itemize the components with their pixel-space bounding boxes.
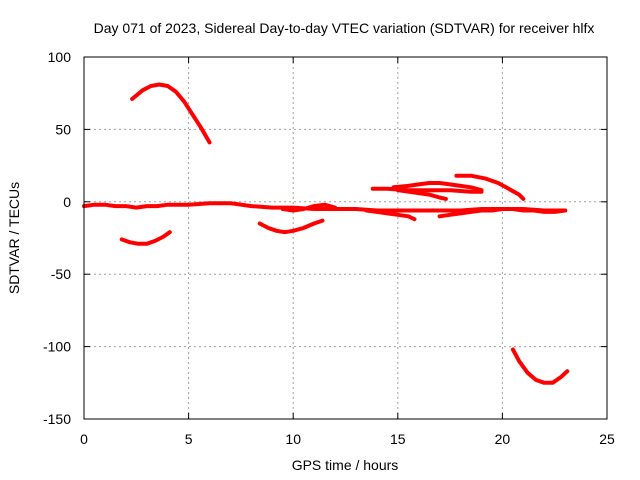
plot-frame: [83, 56, 608, 420]
tick-layer: 0 5 10 15 20 25 -150 -100 -50 0 50 100: [43, 49, 615, 447]
series-arc-5: [280, 202, 337, 213]
x-tick-label: 15: [390, 431, 406, 447]
x-tick-label: 20: [495, 431, 511, 447]
grid-layer: [84, 57, 607, 419]
series-arc-10: [364, 208, 417, 222]
chart-title: Day 071 of 2023, Sidereal Day-to-day VTE…: [94, 20, 595, 36]
x-axis-label: GPS time / hours: [292, 457, 399, 473]
series-arc-4: [257, 218, 325, 235]
x-tick-label: 25: [599, 431, 615, 447]
series-arc-3: [119, 230, 172, 246]
series-arc-7: [391, 181, 484, 193]
series-layer: [82, 82, 570, 385]
y-tick-label: -50: [51, 266, 71, 282]
x-tick-label: 0: [80, 431, 88, 447]
series-arc-1: [130, 82, 212, 145]
series-arc-6: [370, 186, 484, 194]
y-tick-label: 50: [55, 121, 71, 137]
y-tick-label: 0: [63, 194, 71, 210]
x-tick-label: 5: [185, 431, 193, 447]
y-tick-label: -100: [43, 339, 71, 355]
x-tick-label: 10: [285, 431, 301, 447]
y-tick-label: -150: [43, 411, 71, 427]
series-arc-11: [437, 207, 568, 219]
series-arc-8: [395, 188, 448, 201]
series-arc-12: [510, 347, 570, 385]
y-tick-label: 100: [48, 49, 72, 65]
y-axis-label: SDTVAR / TECUs: [6, 182, 22, 294]
series-arc-9: [454, 173, 526, 201]
